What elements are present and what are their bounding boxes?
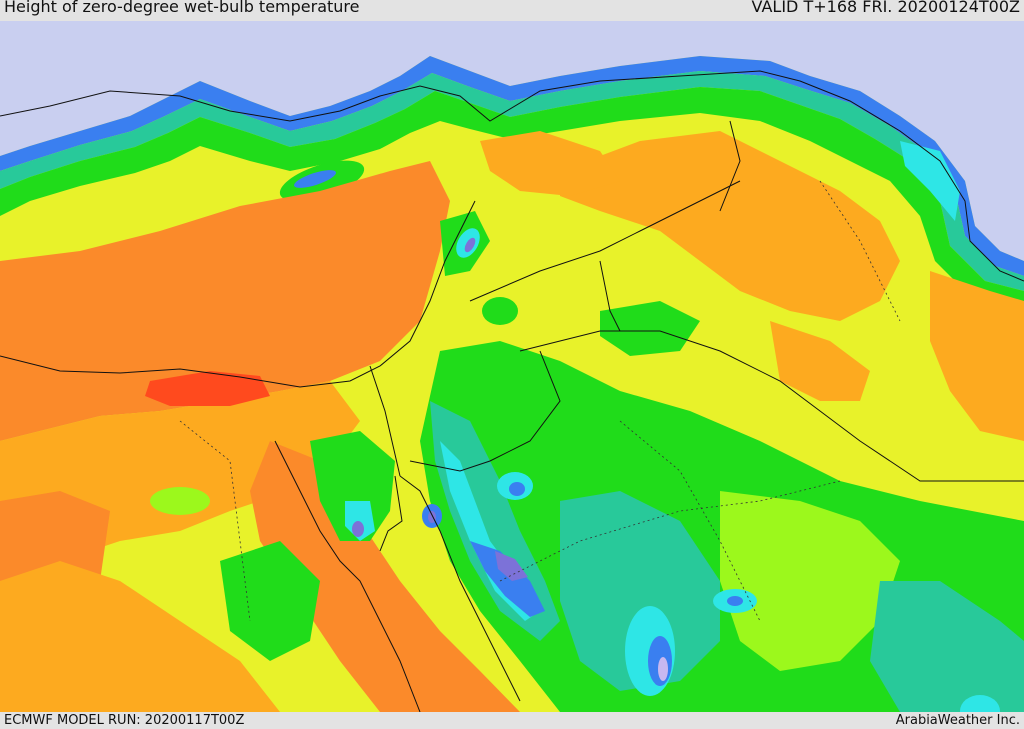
cyprus-core: [293, 170, 337, 188]
footer-bar: ECMWF MODEL RUN: 20200117T00Z ArabiaWeat…: [0, 712, 1024, 729]
south-orange: [0, 561, 280, 712]
riyadh-blue: [727, 596, 743, 606]
east-cyan: [960, 695, 1000, 712]
sinai-green: [310, 431, 395, 541]
arabia-teal-2: [870, 581, 1024, 712]
sinai-violet: [352, 521, 364, 537]
map-title: Height of zero-degree wet-bulb temperatu…: [4, 0, 360, 16]
iraq-orange: [560, 131, 900, 321]
border-2: [519, 330, 1024, 482]
valid-time-label: VALID T+168 FRI. 20200124T00Z: [751, 0, 1020, 16]
border-4: [599, 260, 621, 332]
coast-band-teal: [0, 71, 1024, 291]
red-sea-west-coast: [274, 440, 421, 712]
red-sea-corridor: [250, 441, 520, 712]
hejaz-violet: [495, 551, 528, 581]
green-patch-3: [482, 297, 518, 325]
gulf-of-aqaba: [379, 475, 403, 552]
internal-border-1: [499, 480, 841, 582]
border-1: [469, 180, 741, 302]
hejaz-blue: [470, 541, 545, 617]
green-patch-2: [220, 541, 320, 661]
caspian-cyan: [900, 141, 960, 221]
asir-violet: [658, 657, 668, 681]
green-patch-1: [600, 301, 700, 356]
internal-border-4: [819, 180, 901, 322]
border-6: [719, 120, 741, 212]
model-run-label: ECMWF MODEL RUN: 20200117T00Z: [4, 713, 245, 728]
credit-label: ArabiaWeather Inc.: [895, 713, 1020, 728]
coast-band-blue: [0, 56, 1024, 276]
lebanon-violet: [464, 237, 476, 253]
coast-band-green: [0, 87, 1024, 311]
tabuk-blue: [509, 482, 525, 496]
arabia-teal-1: [560, 491, 720, 691]
border-5: [369, 365, 401, 477]
north-orange: [480, 131, 620, 196]
green-patch-4: [150, 487, 210, 515]
mediterranean-sea: [0, 21, 1024, 261]
egypt-coastline: [0, 200, 476, 388]
header-bar: Height of zero-degree wet-bulb temperatu…: [0, 0, 1024, 21]
red-core: [145, 371, 270, 406]
center-orange: [770, 321, 870, 401]
egypt-warm-zone: [0, 161, 450, 441]
gulf-orange: [930, 271, 1024, 441]
red-sea-east-coast: [399, 475, 521, 702]
border-3: [409, 350, 561, 472]
weather-map[interactable]: [0, 21, 1024, 712]
arabia-yellowgreen: [720, 491, 900, 671]
turkey-coast: [0, 70, 1024, 282]
